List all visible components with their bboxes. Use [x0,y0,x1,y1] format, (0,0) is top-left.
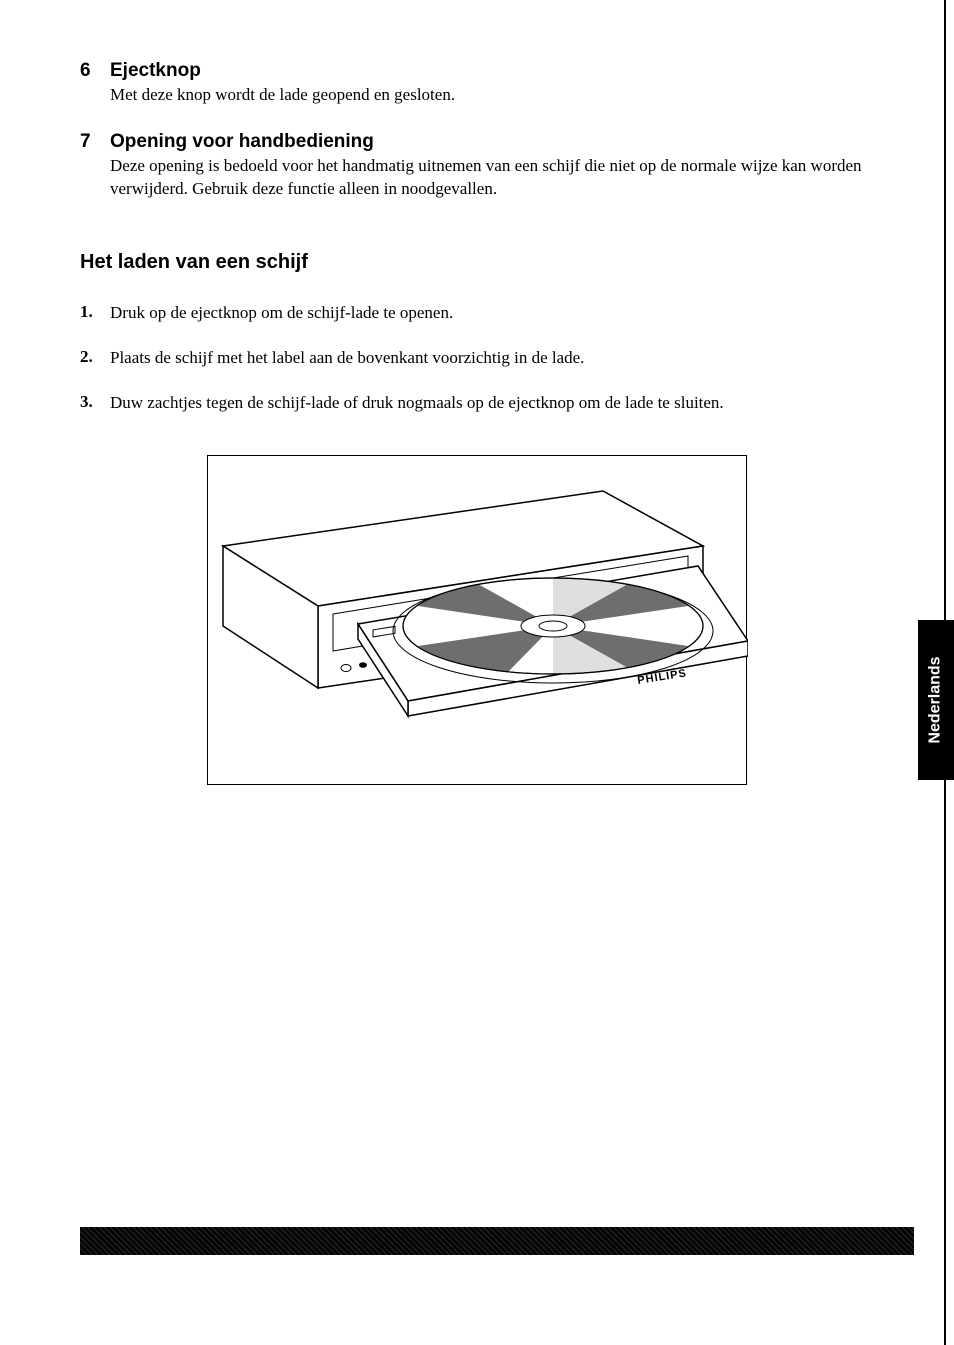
footer-bar [80,1227,914,1255]
step-3: 3. Duw zachtjes tegen de schijf-lade of … [80,392,874,415]
section-number: 7 [80,131,110,153]
cd-drive-figure: PHILIPS [207,455,747,785]
section-7: 7 Opening voor handbediening Deze openin… [80,131,874,201]
page-content: 6 Ejectknop Met deze knop wordt de lade … [0,0,954,825]
subsection-heading: Het laden van een schijf [80,251,874,274]
section-number: 6 [80,60,110,82]
language-tab-label: Nederlands [927,656,945,743]
step-1: 1. Druk op de ejectknop om de schijf-lad… [80,302,874,325]
section-body: Deze opening is bedoeld voor het handmat… [110,155,874,201]
step-number: 3. [80,392,110,412]
step-text: Plaats de schijf met het label aan de bo… [110,347,584,370]
section-6: 6 Ejectknop Met deze knop wordt de lade … [80,60,874,107]
language-tab: Nederlands [918,620,954,780]
cd-drive-illustration: PHILIPS [208,456,748,786]
section-body: Met deze knop wordt de lade geopend en g… [110,84,874,107]
step-number: 1. [80,302,110,322]
section-title: Opening voor handbediening [110,131,374,153]
step-text: Duw zachtjes tegen de schijf-lade of dru… [110,392,724,415]
step-text: Druk op de ejectknop om de schijf-lade t… [110,302,453,325]
section-title: Ejectknop [110,60,201,82]
step-number: 2. [80,347,110,367]
step-2: 2. Plaats de schijf met het label aan de… [80,347,874,370]
figure-container: PHILIPS [80,455,874,785]
